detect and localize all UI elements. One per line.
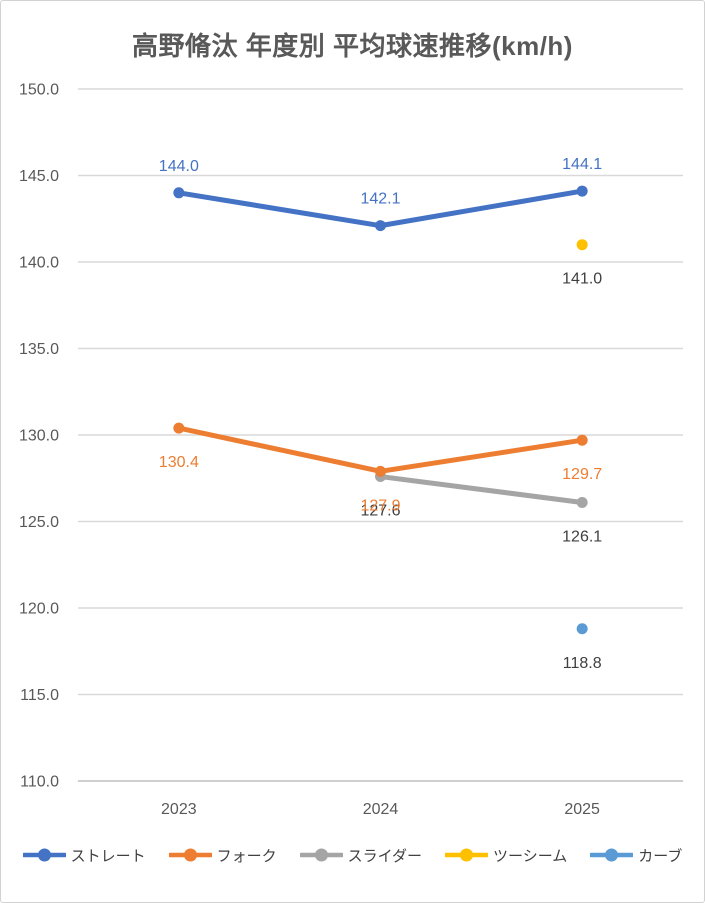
x-axis-category-label: 2025 — [564, 801, 600, 818]
data-label: 141.0 — [562, 271, 602, 288]
legend-item-1: ストレート — [22, 845, 146, 866]
legend-item-3: スライダー — [299, 845, 423, 866]
legend-line-marker-icon — [590, 848, 634, 862]
legend-line-marker-icon — [299, 848, 343, 862]
y-axis-tick-label: 150.0 — [19, 82, 59, 99]
y-axis-tick-label: 130.0 — [19, 428, 59, 445]
legend-item-label: ストレート — [70, 847, 146, 865]
data-point — [576, 496, 588, 508]
legend-marker-dot — [460, 848, 474, 862]
legend-marker-dot — [605, 848, 619, 862]
data-point — [576, 434, 588, 446]
legend-item-label: カーブ — [638, 847, 683, 865]
plot-area: 150.0 145.0 140.0 135.0 130.0 125.0 120.0 115.0… — [19, 82, 683, 818]
legend-marker-dot — [314, 848, 328, 862]
legend-marker-dot — [183, 848, 197, 862]
x-axis-category-label: 2024 — [363, 801, 399, 818]
data-point — [375, 465, 386, 477]
legend-marker-dot — [37, 848, 51, 862]
data-label: 127.6 — [360, 503, 400, 520]
legend-line-marker-icon — [445, 848, 489, 862]
data-label: 118.8 — [563, 655, 602, 672]
legend-item-label: スライダー — [347, 847, 423, 865]
data-point — [576, 239, 588, 251]
y-axis-tick-label: 125.0 — [19, 514, 59, 531]
y-axis-tick-label: 140.0 — [19, 255, 59, 272]
data-point — [173, 187, 185, 199]
data-label: 129.7 — [562, 466, 602, 483]
y-axis-tick-label: 145.0 — [19, 168, 59, 185]
data-point — [375, 220, 386, 232]
data-point — [576, 185, 588, 197]
legend-line-marker-icon — [168, 848, 212, 862]
legend: ストレート フォーク スライダー ツーシーム カーブ — [1, 842, 704, 868]
legend-item-5: カーブ — [590, 845, 682, 866]
legend-line-marker-icon — [22, 848, 66, 862]
data-label: 142.1 — [360, 191, 400, 208]
chart-title: 高野脩汰 年度別 平均球速推移(km/h) — [132, 31, 573, 61]
data-label: 144.1 — [562, 156, 602, 173]
data-label: 144.0 — [159, 158, 199, 175]
y-axis-tick-label: 135.0 — [19, 341, 59, 358]
data-label: 126.1 — [562, 528, 602, 545]
legend-item-label: フォーク — [216, 847, 277, 865]
legend-item-4: ツーシーム — [445, 845, 567, 866]
y-axis-tick-label: 120.0 — [19, 601, 59, 618]
legend-item-2: フォーク — [168, 845, 277, 866]
data-label: 130.4 — [159, 454, 199, 471]
y-axis-tick-label: 115.0 — [20, 687, 59, 704]
legend-item-label: ツーシーム — [493, 847, 568, 865]
y-axis-tick-label: 110.0 — [20, 774, 59, 791]
series-line-2 — [378, 474, 585, 505]
x-axis-category-label: 2023 — [161, 801, 197, 818]
data-point — [576, 623, 588, 635]
data-label: 127.9 — [360, 497, 400, 514]
data-point — [173, 422, 185, 434]
